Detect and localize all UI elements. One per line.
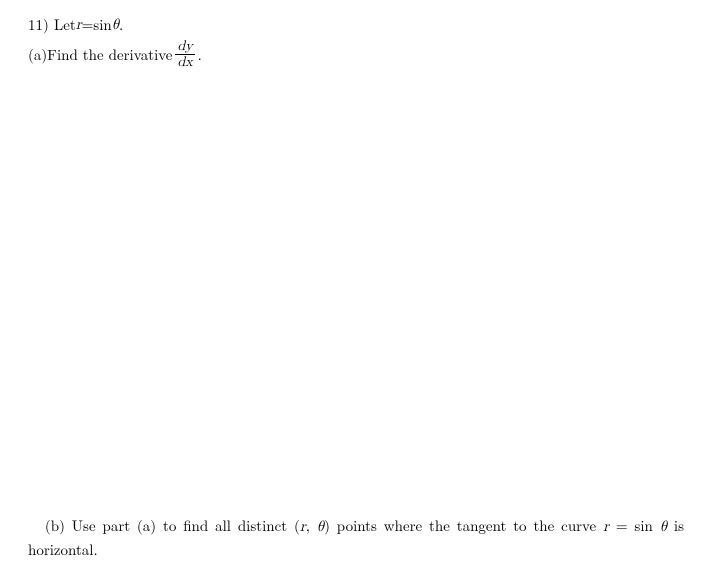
fraction-dy-dx: dy dx — [175, 39, 194, 71]
part-b-label: (b) — [45, 515, 65, 536]
part-b-text2: ) points where the tangent to the curve — [324, 515, 603, 536]
part-a-line: (a) Find the derivative dy dx . — [28, 39, 684, 71]
part-b-text4: horizontal. — [28, 539, 98, 560]
comma: , — [306, 515, 317, 536]
period: . — [198, 44, 202, 65]
var-theta2: θ — [660, 519, 667, 534]
part-b-text3: is — [667, 515, 684, 536]
frac-numerator: dy — [175, 39, 194, 55]
part-a-label: (a) — [28, 44, 47, 65]
part-a-text: Find the derivative — [47, 44, 172, 65]
problem-11-line: 11) Let r = sin θ . — [28, 14, 684, 35]
part-b-text1: Use part (a) to find all distinct ( — [72, 515, 300, 536]
sin-text: sin — [93, 14, 111, 35]
sin-text: sin — [634, 515, 659, 536]
equals-sign: = — [82, 14, 94, 35]
problem-number: 11) — [28, 14, 49, 35]
part-b-row1: (b) Use part (a) to find all distinct (r… — [28, 515, 684, 539]
let-text: Let — [54, 14, 76, 35]
equals: = — [609, 515, 634, 536]
var-theta: θ — [112, 16, 119, 34]
var-theta: θ — [317, 519, 324, 534]
part-b-line: (b) Use part (a) to find all distinct (r… — [28, 515, 684, 561]
frac-denominator: dx — [175, 55, 194, 70]
part-b-row2: horizontal. — [28, 539, 684, 562]
period: . — [119, 14, 123, 35]
